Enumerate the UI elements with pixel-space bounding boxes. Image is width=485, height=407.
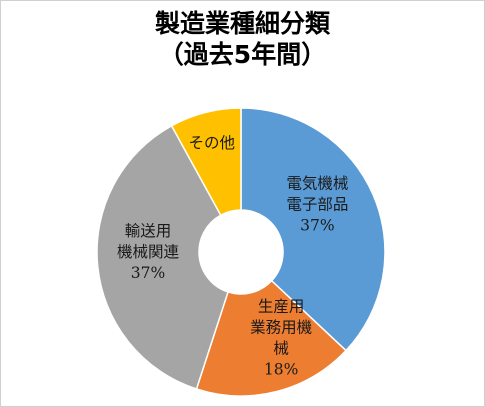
donut-slice-4 [170, 107, 242, 217]
chart-title-line-2: （過去5年間） [158, 40, 327, 69]
slice-label-3-line-2: 機械関連 [117, 243, 180, 261]
slice-label-3-line-1: 輸送用 [125, 222, 172, 240]
slice-label-3: 輸送用機械関連 37% [117, 222, 180, 282]
slice-label-4: その他 [188, 134, 235, 152]
chart-title: 製造業種細分類 （過去5年間） [0, 8, 485, 70]
slice-label-2-line-4: 18% [264, 361, 298, 379]
donut-slice-2 [195, 279, 348, 397]
donut-slice-3 [96, 124, 229, 390]
slice-label-1: 電気機械電子部品 37% [286, 174, 348, 234]
slice-label-1-line-2: 電子部品 [286, 195, 348, 213]
slice-label-2-line-2: 業務用機 [250, 319, 312, 337]
chart-title-line-1: 製造業種細分類 [154, 9, 330, 38]
slice-label-2-line-1: 生産用 [258, 298, 305, 316]
slice-label-1-line-1: 電気機械 [286, 174, 348, 192]
slice-label-1-line-3: 37% [300, 216, 334, 234]
slice-label-4-line-1: その他 [188, 134, 235, 152]
slice-label-3-line-3: 37% [131, 264, 165, 282]
slice-label-2: 生産用業務用機械 18% [250, 298, 312, 379]
slice-label-2-line-3: 械 [273, 340, 289, 358]
donut-slice-1 [240, 107, 386, 352]
